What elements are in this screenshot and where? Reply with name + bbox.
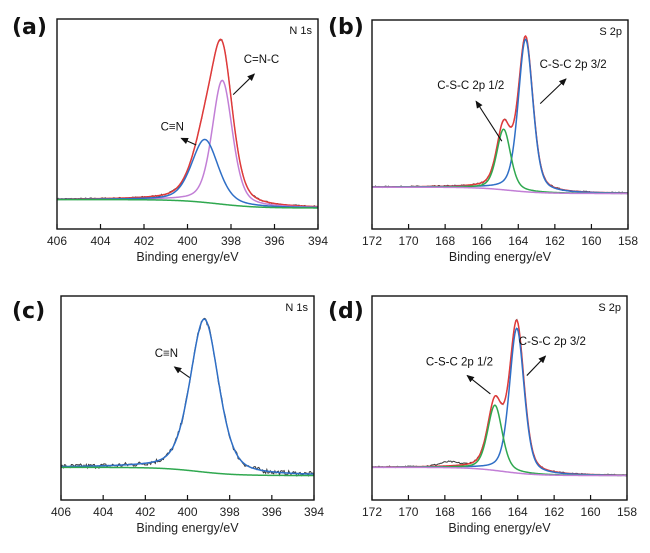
x-axis-title: Binding energy/eV xyxy=(136,521,239,535)
x-tick-label: 402 xyxy=(134,234,154,248)
annotation-arrow xyxy=(173,366,190,379)
panel-label: (d) xyxy=(328,299,364,324)
panel-label: (a) xyxy=(12,15,47,40)
panel-a: 406 404 402 400 398 396 394 Binding energy/eV (a… xyxy=(12,15,328,264)
x-tick-label: 160 xyxy=(581,505,601,519)
peak-annotation: C≡N xyxy=(161,121,184,133)
series-background xyxy=(57,198,318,209)
annotation-arrow xyxy=(232,73,256,95)
x-tick-label: 170 xyxy=(399,234,419,248)
x-tick-label: 172 xyxy=(362,505,382,519)
x-axis-title: Binding energy/eV xyxy=(448,521,551,535)
peak-annotation: C-S-C 2p 1/2 xyxy=(426,356,493,368)
x-tick-label: 158 xyxy=(618,234,638,248)
panel-d: 172 170 168 166 164 162 160 158 Binding energy/e… xyxy=(328,295,637,535)
x-tick-label: 168 xyxy=(435,234,455,248)
x-tick-label: 162 xyxy=(544,505,564,519)
annotation-arrow xyxy=(180,137,197,146)
x-tick-label: 158 xyxy=(617,505,637,519)
x-tick-label: 400 xyxy=(177,505,197,519)
peak-annotation: C-S-C 2p 3/2 xyxy=(540,59,607,71)
x-tick-label: 400 xyxy=(177,234,197,248)
peak-annotation: C=N-C xyxy=(244,54,279,66)
x-tick-label: 398 xyxy=(221,234,241,248)
x-axis-title: Binding energy/eV xyxy=(449,250,552,264)
x-tick-label: 172 xyxy=(362,234,382,248)
x-tick-label: 406 xyxy=(51,505,71,519)
peak-annotation: C≡N xyxy=(155,348,178,360)
panel-b: 172 170 168 166 164 162 160 158 Binding energy/e… xyxy=(328,15,638,264)
x-tick-label: 398 xyxy=(220,505,240,519)
x-tick-label: 164 xyxy=(508,505,528,519)
x-tick-label: 406 xyxy=(47,234,67,248)
x-tick-label: 402 xyxy=(135,505,155,519)
annotation-arrow xyxy=(475,100,503,142)
x-tick-label: 166 xyxy=(471,505,491,519)
x-tick-label: 394 xyxy=(308,234,328,248)
x-tick-label: 170 xyxy=(398,505,418,519)
x-tick-label: 404 xyxy=(90,234,110,248)
x-tick-label: 168 xyxy=(435,505,455,519)
plot-frame xyxy=(56,18,319,230)
x-axis-title: Binding energy/eV xyxy=(136,250,239,264)
panel-c: 406 404 402 400 398 396 394 Binding energy/eV (c… xyxy=(12,295,324,535)
series-background xyxy=(372,186,628,195)
plot-frame xyxy=(371,295,628,501)
annotation-arrow xyxy=(466,374,491,395)
spectrum-region-label: N 1s xyxy=(285,302,308,314)
panel-label: (b) xyxy=(328,15,364,40)
x-tick-label: 166 xyxy=(472,234,492,248)
panel-label: (c) xyxy=(12,299,45,324)
plot-frame xyxy=(371,19,629,230)
series-c-n xyxy=(57,138,318,209)
x-tick-label: 396 xyxy=(262,505,282,519)
plot-frame xyxy=(60,295,315,501)
series-background xyxy=(61,466,314,477)
series-c-n-c xyxy=(57,79,318,208)
x-tick-label: 160 xyxy=(581,234,601,248)
spectrum-region-label: S 2p xyxy=(599,26,622,38)
x-tick-label: 404 xyxy=(93,505,113,519)
series-c-s-c-2p-1-2 xyxy=(372,404,627,477)
peak-annotation: C-S-C 2p 3/2 xyxy=(519,336,586,348)
spectrum-region-label: N 1s xyxy=(289,25,312,37)
peak-annotation: C-S-C 2p 1/2 xyxy=(437,80,504,92)
x-tick-label: 164 xyxy=(508,234,528,248)
series-group xyxy=(372,318,627,477)
x-tick-label: 396 xyxy=(264,234,284,248)
annotation-arrow xyxy=(539,78,567,104)
x-tick-label: 162 xyxy=(545,234,565,248)
x-tick-label: 394 xyxy=(304,505,324,519)
spectrum-region-label: S 2p xyxy=(598,302,621,314)
series-group xyxy=(61,317,314,477)
annotation-arrow xyxy=(526,355,547,376)
series-c-n xyxy=(61,318,314,475)
series-background xyxy=(372,466,627,477)
series-group xyxy=(57,38,318,209)
